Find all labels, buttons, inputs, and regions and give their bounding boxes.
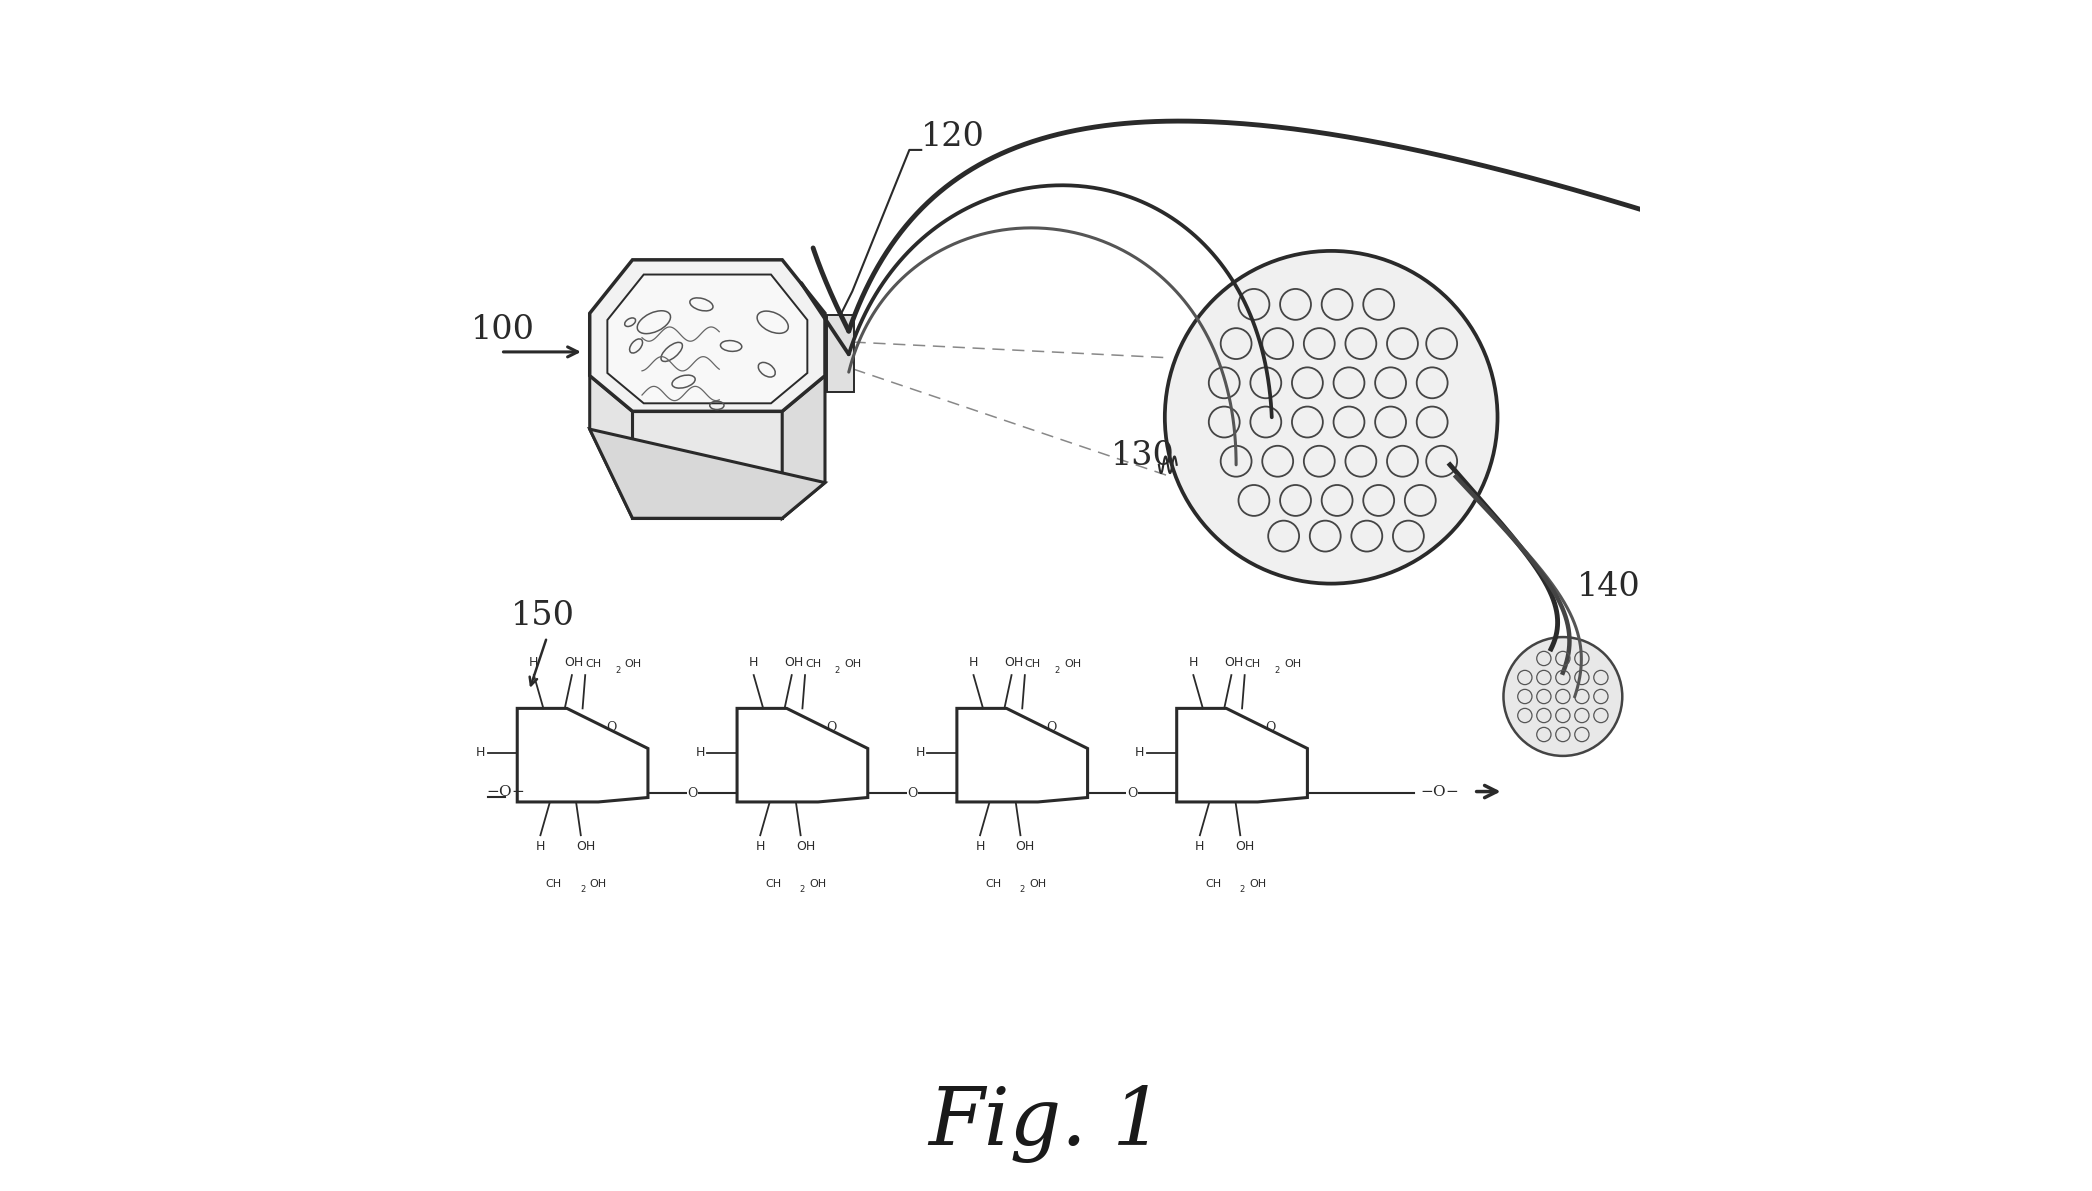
Text: O: O [1128, 786, 1138, 799]
Text: OH: OH [1284, 659, 1301, 669]
Text: OH: OH [1029, 879, 1046, 890]
Polygon shape [632, 411, 782, 518]
Text: OH: OH [1224, 656, 1243, 669]
Text: O: O [607, 722, 617, 735]
Text: OH: OH [795, 840, 816, 853]
Polygon shape [590, 375, 632, 518]
Text: O: O [908, 786, 918, 799]
Text: $-$O$-$: $-$O$-$ [485, 784, 525, 799]
Text: CH: CH [1205, 879, 1222, 890]
Text: 120: 120 [920, 121, 985, 154]
Text: OH: OH [1249, 879, 1266, 890]
Circle shape [1504, 637, 1621, 756]
Text: OH: OH [1236, 840, 1255, 853]
Text: H: H [529, 656, 538, 669]
Text: 2: 2 [579, 885, 586, 894]
Text: OH: OH [623, 659, 642, 669]
Text: H: H [975, 840, 985, 853]
Text: H: H [969, 656, 979, 669]
Text: $-$O$-$: $-$O$-$ [1420, 784, 1458, 799]
Text: H: H [697, 747, 705, 760]
Text: CH: CH [985, 879, 1002, 890]
Circle shape [1165, 251, 1498, 584]
Text: H: H [916, 747, 925, 760]
Text: 2: 2 [1274, 666, 1280, 675]
Text: H: H [1195, 840, 1205, 853]
Text: OH: OH [784, 656, 803, 669]
Text: OH: OH [845, 659, 862, 669]
Text: CH: CH [766, 879, 782, 890]
Text: O: O [1046, 722, 1056, 735]
Text: 2: 2 [1054, 666, 1061, 675]
Text: 150: 150 [510, 600, 575, 632]
Text: 2: 2 [799, 885, 805, 894]
Text: OH: OH [565, 656, 584, 669]
Text: CH: CH [546, 879, 563, 890]
Text: H: H [536, 840, 546, 853]
Text: 2: 2 [1019, 885, 1025, 894]
Text: Fig. 1: Fig. 1 [929, 1085, 1163, 1164]
Polygon shape [590, 429, 824, 518]
Text: H: H [1136, 747, 1144, 760]
Text: 2: 2 [835, 666, 841, 675]
Text: O: O [688, 786, 699, 799]
Text: H: H [1188, 656, 1199, 669]
Text: 140: 140 [1577, 570, 1640, 603]
Text: H: H [475, 747, 485, 760]
Text: OH: OH [590, 879, 607, 890]
Text: CH: CH [1025, 659, 1042, 669]
Text: 130: 130 [1111, 439, 1176, 472]
Text: OH: OH [1065, 659, 1082, 669]
Text: O: O [826, 722, 837, 735]
Text: 2: 2 [615, 666, 619, 675]
Text: CH: CH [1245, 659, 1261, 669]
Text: OH: OH [810, 879, 826, 890]
Text: OH: OH [1015, 840, 1036, 853]
Text: OH: OH [575, 840, 596, 853]
Text: OH: OH [1004, 656, 1023, 669]
Text: 100: 100 [471, 314, 536, 345]
Text: H: H [755, 840, 766, 853]
Polygon shape [826, 316, 854, 392]
Polygon shape [782, 375, 824, 518]
Text: 2: 2 [1238, 885, 1245, 894]
Polygon shape [590, 260, 824, 411]
Text: O: O [1266, 722, 1276, 735]
Text: CH: CH [805, 659, 822, 669]
Text: CH: CH [586, 659, 600, 669]
Polygon shape [607, 275, 808, 404]
Text: H: H [749, 656, 759, 669]
